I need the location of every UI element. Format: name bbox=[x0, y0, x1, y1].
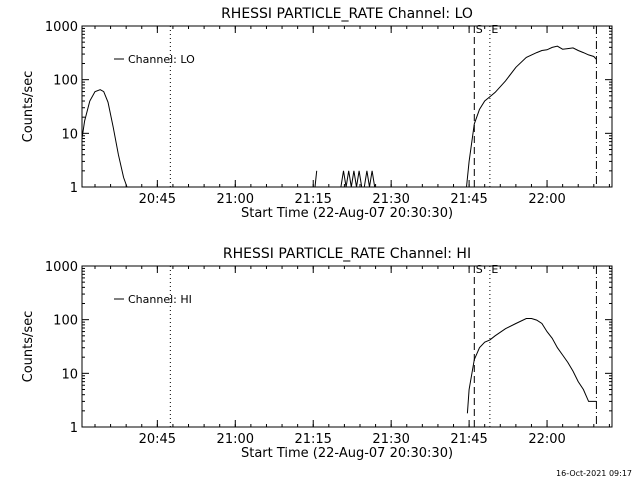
series-line bbox=[466, 318, 597, 414]
lo-channel-panel: RHESSI PARTICLE_RATE Channel: LO 1 10 100 10… bbox=[21, 6, 613, 221]
y-tick-label: 100 bbox=[53, 74, 78, 89]
x-tick-label: 21:45 bbox=[450, 192, 487, 207]
y-tick-label: 1000 bbox=[45, 260, 78, 275]
chart-title: RHESSI PARTICLE_RATE Channel: LO bbox=[221, 6, 473, 22]
x-tick-label: 21:30 bbox=[372, 432, 409, 447]
marker-label: E bbox=[491, 263, 498, 276]
y-tick-label: 1000 bbox=[45, 20, 78, 35]
legend-label: Channel: LO bbox=[128, 53, 195, 66]
y-tick-label: 1 bbox=[70, 421, 78, 436]
marker-label: S bbox=[476, 23, 483, 36]
x-axis-label: Start Time (22-Aug-07 20:30:30) bbox=[241, 206, 453, 221]
x-tick-label: 21:45 bbox=[450, 432, 487, 447]
plot-frame bbox=[81, 25, 613, 188]
x-axis-label: Start Time (22-Aug-07 20:30:30) bbox=[241, 446, 453, 461]
y-tick-label: 100 bbox=[53, 314, 78, 329]
legend-label: Channel: HI bbox=[128, 293, 192, 306]
series-line bbox=[466, 45, 597, 188]
y-axis-label: Counts/sec bbox=[21, 311, 36, 383]
chart-title: RHESSI PARTICLE_RATE Channel: HI bbox=[223, 246, 471, 262]
marker-label: S bbox=[476, 263, 483, 276]
plot-frame bbox=[81, 265, 613, 428]
x-tick-label: 22:00 bbox=[528, 432, 565, 447]
series-line bbox=[340, 170, 376, 188]
x-tick-label: 21:15 bbox=[294, 192, 331, 207]
footer-timestamp: 16-Oct-2021 09:17 bbox=[556, 469, 632, 478]
x-tick-label: 22:00 bbox=[528, 192, 565, 207]
y-tick-label: 10 bbox=[61, 367, 78, 382]
y-axis-label: Counts/sec bbox=[21, 71, 36, 143]
y-tick-label: 1 bbox=[70, 181, 78, 196]
series-line bbox=[314, 170, 318, 188]
y-tick-label: 10 bbox=[61, 127, 78, 142]
hi-channel-panel: RHESSI PARTICLE_RATE Channel: HI 1 10 100 10… bbox=[21, 246, 613, 461]
x-tick-label: 21:30 bbox=[372, 192, 409, 207]
x-tick-label: 20:45 bbox=[139, 432, 176, 447]
x-tick-label: 21:00 bbox=[217, 192, 254, 207]
x-tick-label: 21:00 bbox=[217, 432, 254, 447]
series-line bbox=[81, 89, 128, 188]
x-tick-label: 20:45 bbox=[139, 192, 176, 207]
marker-label: E bbox=[491, 23, 498, 36]
x-tick-label: 21:15 bbox=[294, 432, 331, 447]
